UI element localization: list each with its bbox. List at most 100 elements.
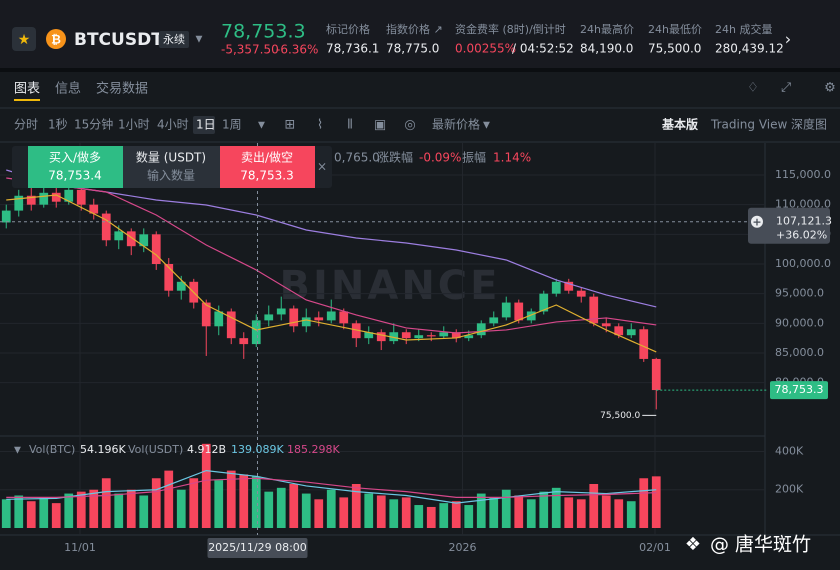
interval[interactable]: 15分钟 — [74, 117, 113, 132]
y-tick-label: 90,000.0 — [775, 316, 824, 329]
stat-value: / 04:52:52 — [512, 42, 574, 56]
volume-bar — [614, 499, 624, 528]
tool-icon[interactable]: ⫴ — [347, 118, 352, 133]
view-option[interactable]: 基本版 — [661, 117, 698, 132]
crosshair-y-label: 107,121.3 — [776, 215, 832, 228]
tab[interactable]: 图表 — [14, 82, 40, 97]
tab[interactable]: 信息 — [55, 81, 81, 97]
crosshair-x-tag — [207, 538, 308, 558]
ma-line — [6, 169, 657, 308]
volume-bar — [439, 503, 449, 528]
candle-body — [251, 320, 261, 345]
candle-body — [539, 293, 549, 312]
volume-bar — [101, 478, 111, 528]
candle-body — [226, 311, 236, 339]
volume-bar — [326, 489, 336, 528]
candle-body — [101, 213, 111, 241]
collapse-caret[interactable]: ▼ — [14, 446, 21, 456]
candle-body — [514, 302, 524, 321]
volume-bar — [314, 499, 324, 528]
candle-body — [214, 311, 224, 327]
ma-line — [6, 194, 657, 353]
buy-button[interactable] — [28, 146, 123, 188]
qty-placeholder: 输入数量 — [147, 168, 195, 183]
settings-icon[interactable]: ⚙ — [824, 81, 836, 96]
view-option[interactable]: Trading View — [710, 118, 788, 132]
volume-bar — [51, 503, 61, 528]
buy-label: 买入/做多 — [49, 150, 101, 165]
crosshair-y-tag — [748, 207, 830, 244]
logo: ❖ — [685, 534, 701, 555]
volume-bar — [551, 487, 561, 528]
volume-bar — [539, 491, 549, 528]
caret[interactable]: ▼ — [483, 121, 490, 131]
expand-icon[interactable]: ⤢ — [781, 81, 791, 96]
tool-icon[interactable]: ◎ — [404, 118, 415, 133]
candle-body — [626, 329, 636, 336]
volume-bar — [564, 497, 574, 528]
volume-bar — [501, 489, 511, 528]
volume-bar — [414, 505, 424, 528]
candle-body — [264, 314, 274, 321]
view-option[interactable]: 深度图 — [791, 117, 827, 132]
stat-label: 24h 成交量 — [715, 22, 772, 36]
volume-bar — [376, 495, 386, 528]
candle-body — [476, 323, 486, 336]
volume-bar — [64, 493, 74, 528]
interval[interactable]: 4小时 — [157, 118, 189, 132]
interval[interactable]: 1日 — [196, 118, 216, 132]
candle-body — [301, 317, 311, 327]
candle-body — [401, 332, 411, 339]
symbol[interactable]: BTCUSDT — [74, 30, 163, 50]
caret[interactable]: ▼ — [258, 121, 265, 131]
candle-body — [126, 231, 136, 247]
volume-bar — [301, 493, 311, 528]
last-price-label: 78,753.3 — [775, 383, 824, 396]
ohlc-label: 振幅 — [462, 150, 486, 165]
tab[interactable]: 交易数据 — [96, 81, 148, 97]
candle-body — [164, 263, 174, 291]
vol-ma: 139.089K — [231, 443, 284, 456]
volume-bar — [451, 501, 461, 528]
interval[interactable]: 1小时 — [118, 118, 150, 132]
vol-label: Vol(USDT) — [128, 443, 183, 456]
tool-icon[interactable]: ⌇ — [317, 118, 323, 133]
close-icon[interactable]: × — [317, 160, 327, 174]
candle-body — [201, 302, 211, 327]
interval[interactable]: 分时 — [14, 118, 38, 132]
vol-ma: 185.298K — [287, 443, 340, 456]
candle-body — [376, 332, 386, 342]
stat-value: 0.00255% — [455, 42, 516, 56]
volume-bar — [589, 484, 599, 528]
volume-bar — [351, 484, 361, 528]
add-order-icon[interactable] — [751, 215, 763, 228]
watermark: BINANCE — [280, 263, 501, 309]
volume-bar — [239, 474, 249, 528]
candle-body — [26, 195, 36, 205]
next-arrow[interactable]: › — [785, 30, 791, 49]
volume-bar — [26, 501, 36, 528]
favorite-button[interactable] — [12, 27, 36, 51]
contract-type: 永续 — [163, 32, 185, 46]
tool-icon[interactable]: ⊞ — [285, 118, 296, 133]
alert-icon[interactable]: ♢ — [747, 81, 759, 96]
candle-body — [151, 234, 161, 264]
tab-underline — [14, 99, 40, 101]
sell-button[interactable] — [220, 146, 315, 188]
volume-bar — [214, 480, 224, 528]
interval[interactable]: 1周 — [222, 118, 242, 132]
ma-line — [6, 177, 657, 334]
interval[interactable]: 1秒 — [48, 118, 68, 132]
tool-icon[interactable]: ▣ — [374, 118, 386, 133]
vol-tick-label: 400K — [775, 444, 804, 457]
candle-body — [114, 231, 124, 241]
caret[interactable]: ▼ — [196, 35, 203, 45]
crosshair-change: +36.02% — [776, 229, 827, 242]
volume-bar — [201, 443, 211, 528]
candle-body — [439, 332, 449, 337]
volume-bar — [164, 470, 174, 528]
badge — [159, 31, 189, 48]
price-type[interactable]: 最新价格 — [432, 117, 480, 132]
qty-input[interactable] — [123, 146, 220, 188]
